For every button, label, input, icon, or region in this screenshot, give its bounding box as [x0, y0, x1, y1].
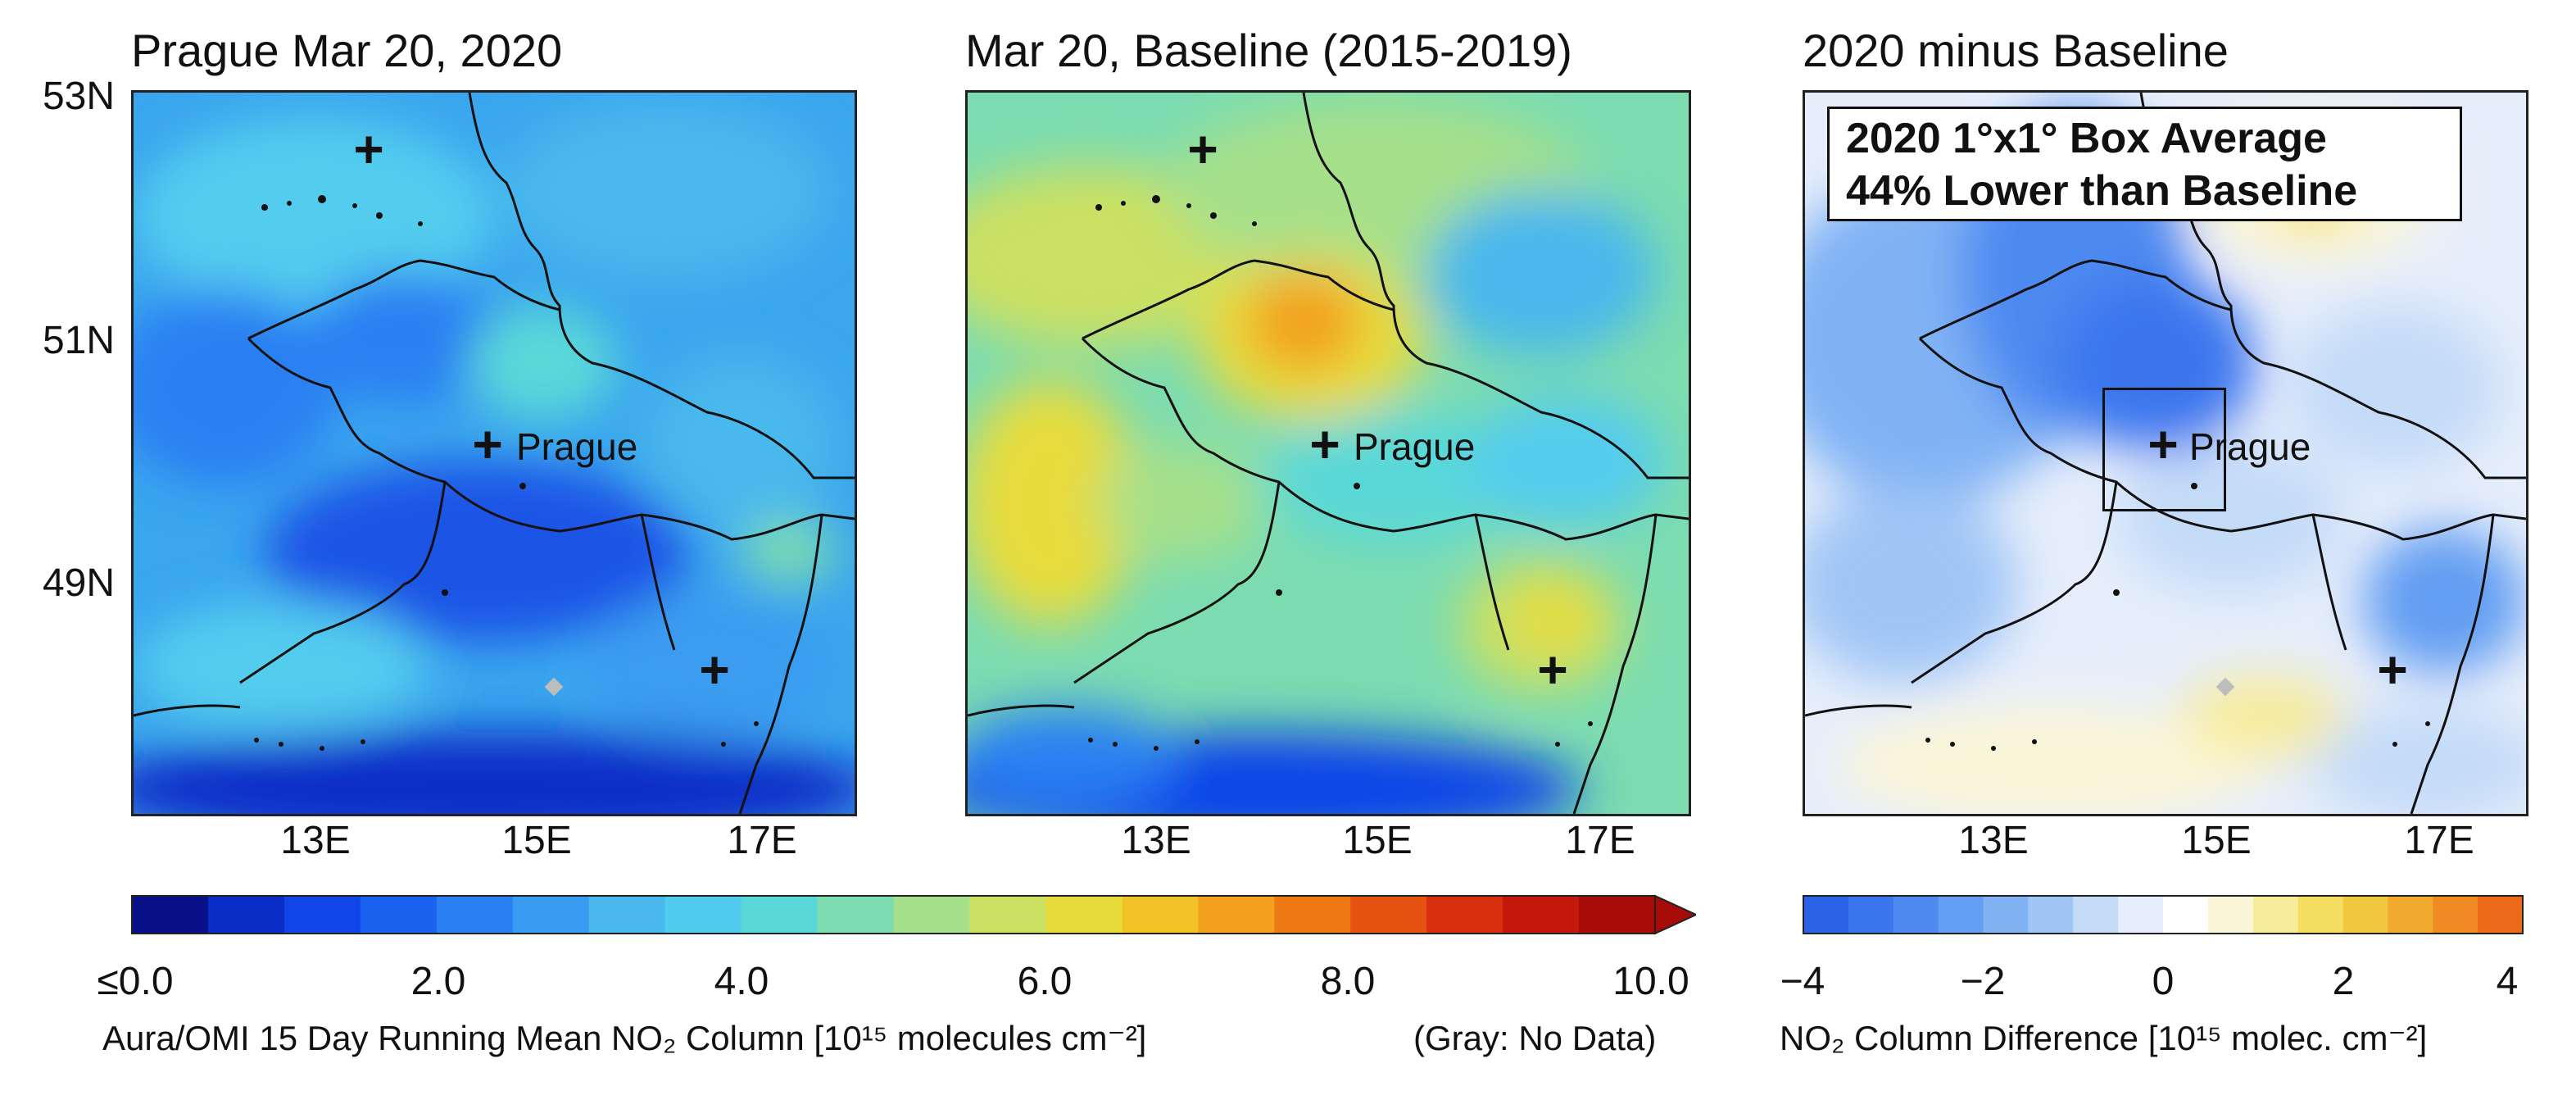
no2-colorbar-cells	[132, 896, 1656, 934]
lon-label-15e-p1: 15E	[501, 819, 572, 862]
difference-colorbar-cell-2	[1893, 896, 1939, 934]
city-marker-prague-difference: +	[2147, 415, 2179, 474]
no2-colorbar-cell-2	[283, 896, 361, 934]
city-marker-prague-baseline: +	[1309, 415, 1340, 474]
difference-colorbar-label: NO₂ Column Difference [10¹⁵ molec. cm⁻²]	[1780, 1019, 2428, 1057]
lat-label-51n: 51N	[42, 319, 115, 362]
info-box-line-1: 2020 1°x1° Box Average	[1846, 115, 2327, 162]
difference-colorbar-cell-0	[1803, 896, 1849, 934]
info-box-line-2: 44% Lower than Baseline	[1846, 167, 2358, 215]
difference-colorbar-cell-14	[2433, 896, 2478, 934]
difference-colorbar-cell-10	[2252, 896, 2299, 934]
no2-colorbar-cell-5	[512, 896, 590, 934]
difference-colorbar-cell-8	[2163, 896, 2209, 934]
no2-colorbar-tick-6: 6.0	[1017, 960, 1073, 1003]
no2-colorbar-cell-8	[741, 896, 819, 934]
no2-colorbar-cell-0	[132, 896, 209, 934]
no2-colorbar-tick-4: 4.0	[714, 960, 769, 1003]
difference-colorbar-tick-2: 2	[2332, 960, 2355, 1003]
study-area-box	[2102, 388, 2226, 511]
no2-colorbar-cell-14	[1198, 896, 1275, 934]
difference-colorbar-cell-6	[2073, 896, 2119, 934]
panel-title-2020: Prague Mar 20, 2020	[131, 25, 563, 76]
no2-colorbar-cell-1	[207, 896, 285, 934]
no2-colorbar-cell-4	[436, 896, 514, 934]
no2-colorbar-cell-7	[664, 896, 742, 934]
no2-colorbar-tick-10: 10.0	[1612, 960, 1689, 1003]
lon-label-17e-p2: 17E	[1565, 819, 1635, 862]
difference-colorbar-cells	[1803, 896, 2524, 934]
no-data-note: (Gray: No Data)	[1413, 1019, 1657, 1057]
city-label-prague-baseline: Prague	[1354, 425, 1476, 468]
lon-label-17e-p3: 17E	[2404, 819, 2474, 862]
no2-colorbar-cell-6	[588, 896, 666, 934]
city-marker-north: +	[353, 120, 384, 179]
lon-label-17e-p1: 17E	[727, 819, 797, 862]
no2-colorbar	[131, 894, 1696, 935]
map-panel-baseline	[965, 90, 1691, 816]
no2-baseline-map	[968, 93, 1689, 814]
lat-label-53n: 53N	[42, 75, 115, 118]
city-marker-southeast-difference: +	[2377, 640, 2408, 699]
city-marker-north-baseline: +	[1187, 120, 1218, 179]
city-label-prague: Prague	[516, 425, 638, 468]
difference-colorbar-tick-minus2: −2	[1960, 960, 2006, 1003]
lat-label-49n: 49N	[42, 561, 115, 605]
no2-2020-map	[134, 93, 855, 814]
city-marker-southeast-baseline: +	[1537, 640, 1568, 699]
no2-colorbar-cell-13	[1122, 896, 1199, 934]
difference-colorbar-cell-4	[1983, 896, 2029, 934]
city-marker-southeast: +	[699, 640, 730, 699]
difference-colorbar-cell-13	[2388, 896, 2433, 934]
no2-colorbar-cell-16	[1350, 896, 1427, 934]
difference-colorbar-tick-0: 0	[2152, 960, 2175, 1003]
no2-colorbar-cell-17	[1426, 896, 1503, 934]
no2-colorbar-cell-11	[969, 896, 1046, 934]
map-panel-2020	[131, 90, 857, 816]
panel-title-baseline: Mar 20, Baseline (2015-2019)	[965, 25, 1572, 76]
no2-colorbar-cell-19	[1579, 896, 1656, 934]
no2-colorbar-tick-2: 2.0	[410, 960, 466, 1003]
no2-colorbar-tick-8: 8.0	[1320, 960, 1376, 1003]
difference-colorbar-cell-12	[2342, 896, 2388, 934]
difference-colorbar-cell-5	[2028, 896, 2074, 934]
difference-colorbar-cell-11	[2297, 896, 2343, 934]
difference-colorbar-cell-9	[2207, 896, 2254, 934]
difference-colorbar-cell-3	[1938, 896, 1984, 934]
no2-colorbar-tick-0: ≤0.0	[97, 960, 174, 1003]
difference-colorbar-tick-minus4: −4	[1780, 960, 1825, 1003]
average-info-box: 2020 1°x1° Box Average 44% Lower than Ba…	[1827, 107, 2462, 221]
difference-colorbar-cell-1	[1848, 896, 1894, 934]
lon-label-15e-p3: 15E	[2181, 819, 2252, 862]
lon-label-13e-p2: 13E	[1121, 819, 1191, 862]
no2-colorbar-cell-18	[1503, 896, 1580, 934]
difference-colorbar	[1803, 895, 2524, 934]
no2-colorbar-cell-10	[893, 896, 970, 934]
difference-colorbar-cell-15	[2478, 896, 2524, 934]
city-label-prague-difference: Prague	[2189, 425, 2311, 468]
difference-colorbar-cell-7	[2118, 896, 2164, 934]
no2-colorbar-label: Aura/OMI 15 Day Running Mean NO₂ Column …	[102, 1019, 1147, 1057]
no2-colorbar-cell-3	[360, 896, 438, 934]
lon-label-15e-p2: 15E	[1342, 819, 1413, 862]
difference-colorbar-tick-4: 4	[2496, 960, 2519, 1003]
lon-label-13e-p1: 13E	[280, 819, 351, 862]
city-marker-prague: +	[472, 415, 503, 474]
lon-label-13e-p3: 13E	[1958, 819, 2029, 862]
no2-colorbar-cell-12	[1045, 896, 1122, 934]
no2-colorbar-arrow	[1654, 894, 1696, 935]
panel-title-difference: 2020 minus Baseline	[1803, 25, 2229, 76]
no2-colorbar-cell-9	[817, 896, 894, 934]
no2-colorbar-cell-15	[1274, 896, 1351, 934]
